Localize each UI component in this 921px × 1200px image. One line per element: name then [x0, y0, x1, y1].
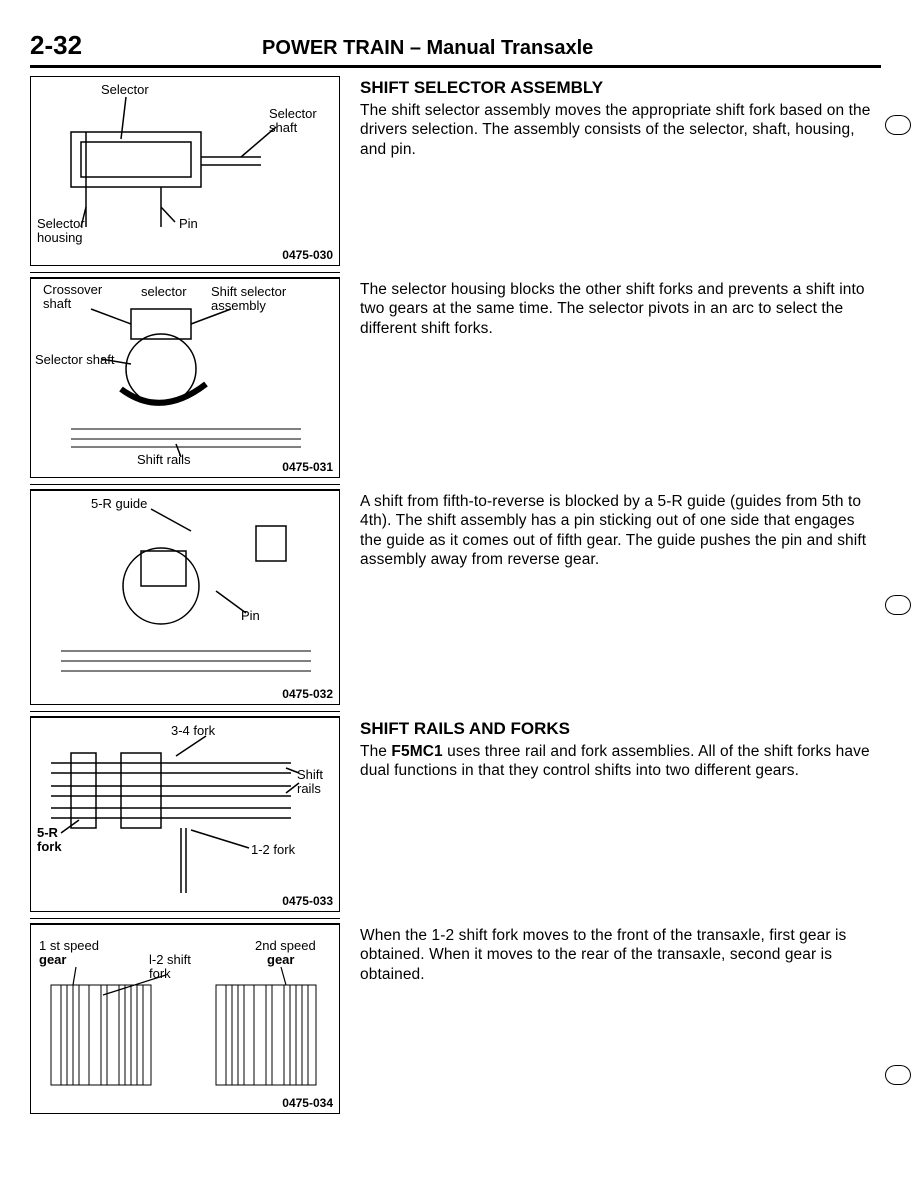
- section-heading: SHIFT RAILS AND FORKS: [360, 719, 871, 739]
- figure-label: Shift rails: [137, 453, 190, 467]
- punch-hole-icon: [885, 595, 911, 615]
- header-title-sub: Manual Transaxle: [427, 37, 594, 59]
- figure-box: Selector Selector shaft Pin Selector hou…: [30, 76, 340, 266]
- page-header: 2-32 POWER TRAIN – Manual Transaxle: [30, 30, 881, 68]
- figure-label: 2nd speed: [255, 939, 316, 953]
- page-number: 2-32: [30, 30, 82, 61]
- section-row: Selector Selector shaft Pin Selector hou…: [30, 76, 881, 266]
- figure-label: l-2 shift fork: [149, 953, 191, 980]
- figure-body: Crossover shaft selector Shift selector …: [31, 279, 339, 477]
- figure-code: 0475-032: [282, 687, 333, 701]
- content: Selector Selector shaft Pin Selector hou…: [30, 76, 881, 1120]
- figure-code: 0475-034: [282, 1096, 333, 1110]
- body-pre: The: [360, 743, 391, 760]
- figure-label: Pin: [241, 609, 260, 623]
- text-column: SHIFT SELECTOR ASSEMBLY The shift select…: [360, 76, 881, 266]
- punch-hole-icon: [885, 115, 911, 135]
- figure-label: 5-R guide: [91, 497, 147, 511]
- figure-label: Selector shaft: [35, 353, 115, 367]
- header-title-wrap: POWER TRAIN – Manual Transaxle: [262, 37, 593, 60]
- figure-label: Crossover shaft: [43, 283, 102, 310]
- body-text: A shift from fifth-to-reverse is blocked…: [360, 492, 871, 570]
- section-heading: SHIFT SELECTOR ASSEMBLY: [360, 78, 871, 98]
- figure-box: 5-R guide Pin 0475-032: [30, 490, 340, 705]
- figure-body: Selector Selector shaft Pin Selector hou…: [31, 77, 339, 265]
- figure-label: selector: [141, 285, 187, 299]
- figure-label: gear: [267, 953, 294, 967]
- figure-code: 0475-031: [282, 460, 333, 474]
- body-text: The F5MC1 uses three rail and fork assem…: [360, 742, 871, 781]
- figure-label: 5-R fork: [37, 826, 62, 853]
- body-bold: F5MC1: [391, 743, 442, 760]
- figure-box: 3-4 fork Shift rails 5-R fork 1-2 fork 0…: [30, 717, 340, 912]
- header-title-sep: –: [404, 37, 426, 59]
- figure-label: 3-4 fork: [171, 724, 215, 738]
- body-text: When the 1-2 shift fork moves to the fro…: [360, 926, 871, 984]
- section-row: 3-4 fork Shift rails 5-R fork 1-2 fork 0…: [30, 717, 881, 912]
- figure-label: gear: [39, 953, 66, 967]
- figure-label: 1-2 fork: [251, 843, 295, 857]
- text-column: The selector housing blocks the other sh…: [360, 278, 881, 478]
- figure-body: 1 st speed gear l-2 shift fork 2nd speed…: [31, 925, 339, 1113]
- header-title-main: POWER TRAIN: [262, 37, 404, 59]
- figure-label: 1 st speed: [39, 939, 99, 953]
- figure-box: Crossover shaft selector Shift selector …: [30, 278, 340, 478]
- figure-body: 5-R guide Pin 0475-032: [31, 491, 339, 704]
- body-text: The selector housing blocks the other sh…: [360, 280, 871, 338]
- section-row: 1 st speed gear l-2 shift fork 2nd speed…: [30, 924, 881, 1114]
- body-text: The shift selector assembly moves the ap…: [360, 101, 871, 159]
- punch-hole-icon: [885, 1065, 911, 1085]
- figure-label: Selector: [101, 83, 149, 97]
- diagram-shift-rails-forks: [31, 718, 341, 913]
- figure-label: Selector housing: [37, 217, 85, 244]
- figure-code: 0475-033: [282, 894, 333, 908]
- figure-body: 3-4 fork Shift rails 5-R fork 1-2 fork 0…: [31, 718, 339, 911]
- diagram-5r-guide: [31, 491, 341, 706]
- text-column: A shift from fifth-to-reverse is blocked…: [360, 490, 881, 705]
- figure-box: 1 st speed gear l-2 shift fork 2nd speed…: [30, 924, 340, 1114]
- figure-code: 0475-030: [282, 248, 333, 262]
- text-column: When the 1-2 shift fork moves to the fro…: [360, 924, 881, 1114]
- section-row: Crossover shaft selector Shift selector …: [30, 278, 881, 478]
- figure-label: Pin: [179, 217, 198, 231]
- figure-label: Shift selector assembly: [211, 285, 286, 312]
- section-row: 5-R guide Pin 0475-032 A shift from fift…: [30, 490, 881, 705]
- figure-label: Selector shaft: [269, 107, 317, 134]
- text-column: SHIFT RAILS AND FORKS The F5MC1 uses thr…: [360, 717, 881, 912]
- figure-label: Shift rails: [297, 768, 323, 795]
